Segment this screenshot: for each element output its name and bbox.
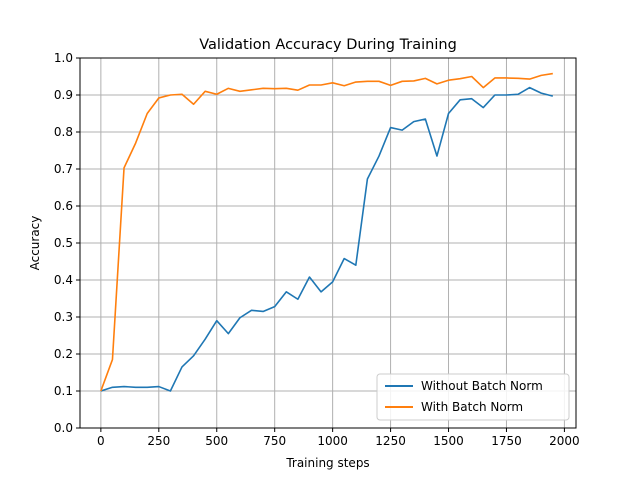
x-tick-label: 1500: [433, 434, 464, 448]
x-tick-label: 2000: [549, 434, 580, 448]
y-tick-label: 0.9: [54, 88, 73, 102]
legend-box: [376, 373, 570, 421]
x-tick-label: 1000: [317, 434, 348, 448]
legend-label-1: Without Batch Norm: [421, 379, 543, 393]
y-tick-label: 0.4: [54, 273, 73, 287]
x-tick-label: 750: [263, 434, 286, 448]
y-axis-title: Accuracy: [28, 216, 42, 271]
y-tick-label: 0.5: [54, 236, 73, 250]
y-tick-label: 0.6: [54, 199, 73, 213]
x-tick-label: 250: [147, 434, 170, 448]
x-axis-title: Training steps: [285, 456, 369, 470]
y-tick-label: 0.7: [54, 162, 73, 176]
y-tick-label: 1.0: [54, 51, 73, 65]
legend-label-2: With Batch Norm: [421, 400, 523, 414]
y-tick-label: 0.3: [54, 310, 73, 324]
chart-title: Validation Accuracy During Training: [199, 37, 457, 53]
y-tick-label: 0.1: [54, 384, 73, 398]
x-tick-label: 0: [97, 434, 105, 448]
y-tick-label: 0.0: [54, 421, 73, 435]
x-tick-label: 500: [205, 434, 228, 448]
ticks: 0 250 500 750 1000 1250 1500 1750 2000 0.0 0.1 0.2 0…: [54, 51, 580, 448]
legend: Without Batch Norm With Batch Norm: [376, 373, 570, 421]
series-line-1: [100, 86, 554, 392]
y-tick-label: 0.8: [54, 125, 73, 139]
x-tick-label: 1750: [491, 434, 522, 448]
y-tick-label: 0.2: [54, 347, 73, 361]
series-layer: [100, 72, 554, 392]
x-tick-label: 1250: [375, 434, 406, 448]
series-line-2: [100, 72, 553, 392]
